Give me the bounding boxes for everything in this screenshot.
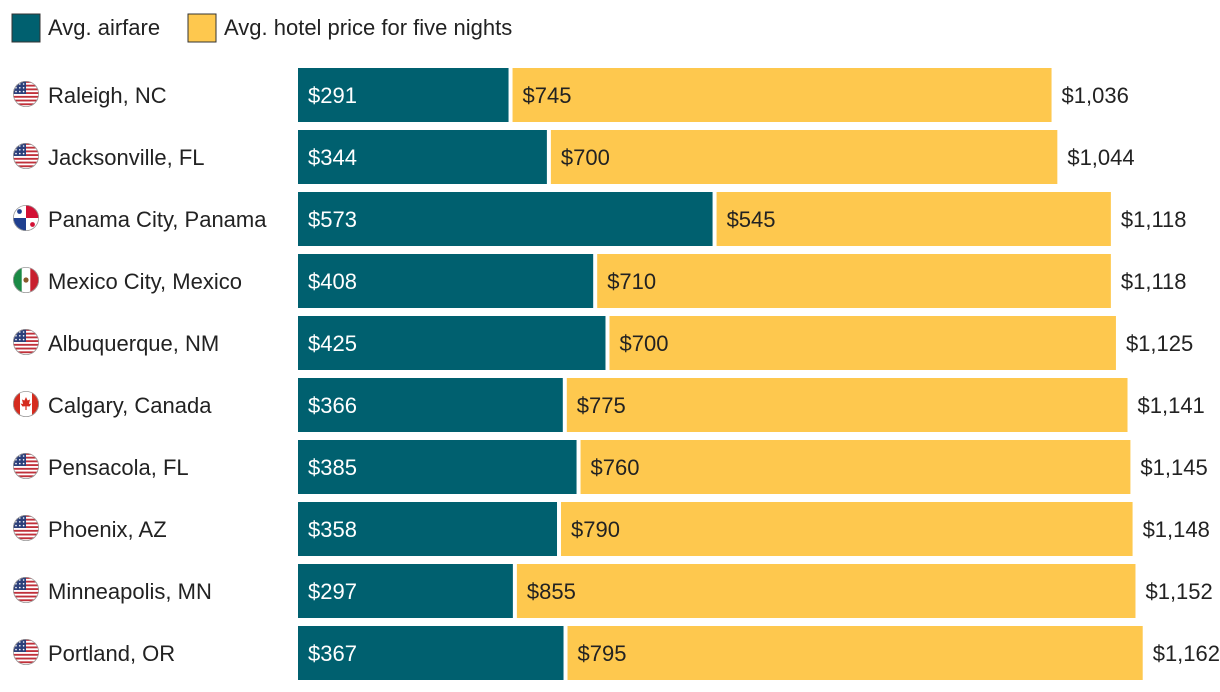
airfare-value-label: $573 [308, 207, 357, 232]
total-value-label: $1,145 [1140, 455, 1207, 480]
us-flag-icon [12, 452, 40, 480]
chart-row: Calgary, Canada $366 $775 $1,141 [12, 378, 1205, 432]
category-label: Minneapolis, MN [48, 579, 212, 604]
chart-row: Minneapolis, MN $297 $855 $1,152 [12, 564, 1213, 618]
category-label: Pensacola, FL [48, 455, 189, 480]
chart-row: Phoenix, AZ $358 $790 $1,148 [12, 502, 1210, 556]
bar-airfare [298, 440, 577, 494]
category-label: Portland, OR [48, 641, 175, 666]
legend-swatch-airfare [11, 13, 41, 43]
hotel-value-label: $710 [607, 269, 656, 294]
hotel-value-label: $700 [561, 145, 610, 170]
airfare-value-label: $385 [308, 455, 357, 480]
total-value-label: $1,036 [1062, 83, 1129, 108]
category-label: Albuquerque, NM [48, 331, 219, 356]
bar-airfare [298, 502, 558, 556]
hotel-value-label: $790 [571, 517, 620, 542]
hotel-value-label: $855 [527, 579, 576, 604]
bar-airfare [298, 626, 564, 680]
hotel-value-label: $775 [577, 393, 626, 418]
total-value-label: $1,152 [1145, 579, 1212, 604]
legend-label-hotel: Avg. hotel price for five nights [224, 15, 512, 40]
us-flag-icon [12, 576, 40, 604]
bar-hotel [580, 440, 1131, 494]
us-flag-icon [12, 638, 40, 666]
bar-airfare [298, 130, 547, 184]
panama-flag-icon [12, 204, 40, 232]
legend-swatch-hotel [187, 13, 217, 43]
category-label: Mexico City, Mexico [48, 269, 242, 294]
hotel-value-label: $700 [619, 331, 668, 356]
airfare-value-label: $358 [308, 517, 357, 542]
total-value-label: $1,044 [1067, 145, 1134, 170]
total-value-label: $1,141 [1138, 393, 1205, 418]
bar-hotel [550, 130, 1058, 184]
us-flag-icon [12, 80, 40, 108]
chart-row: Mexico City, Mexico $408 $710 $1,118 [12, 254, 1187, 308]
total-value-label: $1,162 [1153, 641, 1220, 666]
hotel-value-label: $795 [578, 641, 627, 666]
airfare-value-label: $425 [308, 331, 357, 356]
category-label: Phoenix, AZ [48, 517, 167, 542]
airfare-value-label: $291 [308, 83, 357, 108]
bar-hotel [566, 378, 1128, 432]
bar-hotel [512, 68, 1052, 122]
us-flag-icon [12, 514, 40, 542]
category-label: Jacksonville, FL [48, 145, 205, 170]
chart-row: Raleigh, NC $291 $745 $1,036 [12, 68, 1129, 122]
legend-label-airfare: Avg. airfare [48, 15, 160, 40]
airfare-value-label: $344 [308, 145, 357, 170]
airfare-value-label: $367 [308, 641, 357, 666]
bar-airfare [298, 68, 509, 122]
bar-hotel [716, 192, 1111, 246]
chart-rows: Raleigh, NC $291 $745 $1,036 Jacksonville, F… [12, 68, 1220, 680]
category-label: Panama City, Panama [48, 207, 267, 232]
hotel-value-label: $745 [523, 83, 572, 108]
total-value-label: $1,118 [1121, 269, 1187, 294]
chart-row: Albuquerque, NM $425 $700 $1,125 [12, 316, 1193, 370]
legend: Avg. airfare Avg. hotel price for five ni… [11, 13, 512, 43]
bar-hotel [561, 502, 1133, 556]
bar-airfare [298, 192, 713, 246]
us-flag-icon [12, 142, 40, 170]
hotel-value-label: $760 [591, 455, 640, 480]
bar-hotel [609, 316, 1116, 370]
total-value-label: $1,125 [1126, 331, 1193, 356]
bar-hotel [567, 626, 1143, 680]
airfare-value-label: $408 [308, 269, 357, 294]
canada-flag-icon [12, 390, 40, 418]
category-label: Raleigh, NC [48, 83, 167, 108]
airfare-value-label: $297 [308, 579, 357, 604]
category-label: Calgary, Canada [48, 393, 212, 418]
total-value-label: $1,148 [1143, 517, 1210, 542]
chart-row: Jacksonville, FL $344 $700 $1,044 [12, 130, 1135, 184]
airfare-value-label: $366 [308, 393, 357, 418]
bar-airfare [298, 378, 563, 432]
chart-row: Pensacola, FL $385 $760 $1,145 [12, 440, 1208, 494]
bar-hotel [597, 254, 1111, 308]
bar-airfare [298, 564, 513, 618]
chart-row: Portland, OR $367 $795 $1,162 [12, 626, 1220, 680]
mexico-flag-icon [12, 266, 40, 294]
chart-row: Panama City, Panama $573 $545 $1,118 [12, 192, 1187, 246]
bar-airfare [298, 316, 606, 370]
bar-hotel [516, 564, 1136, 618]
us-flag-icon [12, 328, 40, 356]
bar-airfare [298, 254, 594, 308]
hotel-value-label: $545 [727, 207, 776, 232]
total-value-label: $1,118 [1121, 207, 1187, 232]
